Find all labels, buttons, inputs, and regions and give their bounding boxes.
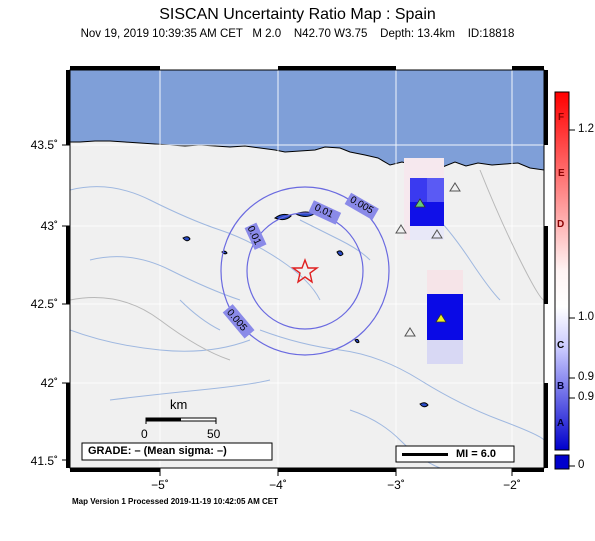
map-title: SISCAN Uncertainty Ratio Map : Spain	[159, 6, 436, 23]
map-frame	[66, 66, 548, 472]
colorbar-grade-letter: B	[557, 381, 565, 392]
colorbar-value: 0.9	[578, 371, 594, 383]
scale-min: 0	[141, 427, 148, 441]
colorbar-grade-letter: D	[557, 219, 565, 230]
station-triangle-icon	[395, 182, 461, 337]
processed-footer: Map Version 1 Processed 2019-11-19 10:42…	[72, 497, 279, 506]
station-triangle-icon	[435, 313, 447, 323]
colorbar-value: 1.2	[578, 123, 594, 135]
grade-box-frame	[81, 442, 273, 461]
epicenter-star-icon	[290, 258, 320, 284]
station-triangle-icon	[414, 198, 426, 208]
colorbar-value: 0	[578, 459, 585, 471]
colorbar-grade-letter: A	[557, 418, 565, 429]
lat-label: 43.5˚	[30, 138, 58, 152]
scale-bar	[145, 417, 217, 424]
mi-box-frame	[395, 445, 515, 463]
colorbar	[554, 91, 575, 470]
lat-label: 42˚	[40, 376, 58, 390]
lon-label: −2˚	[503, 478, 521, 492]
lat-label: 43˚	[40, 219, 58, 233]
colorbar-value: 0.9	[578, 391, 594, 403]
colorbar-grade-letter: F	[558, 112, 565, 123]
event-info: Nov 19, 2019 10:39:35 AM CET M 2.0 N42.7…	[80, 28, 515, 40]
lon-label: −3˚	[387, 478, 405, 492]
lat-label: 41.5˚	[30, 454, 58, 468]
rivers	[70, 186, 544, 468]
contours	[220, 186, 390, 356]
lat-label: 42.5˚	[30, 297, 58, 311]
contour-label-boxes	[222, 192, 379, 339]
colorbar-grade-letter: E	[558, 168, 565, 179]
lon-label: −4˚	[269, 478, 287, 492]
lon-label: −5˚	[151, 478, 169, 492]
grade-text: GRADE: – (Mean sigma: –)	[88, 445, 227, 457]
mi-legend-text: MI = 6.0	[456, 448, 497, 460]
colorbar-grade-letter: C	[557, 340, 565, 351]
colorbar-value: 1.0	[578, 311, 594, 323]
uncertainty-cells	[404, 158, 463, 364]
scale-title: km	[170, 397, 188, 412]
scale-max: 50	[207, 427, 221, 441]
